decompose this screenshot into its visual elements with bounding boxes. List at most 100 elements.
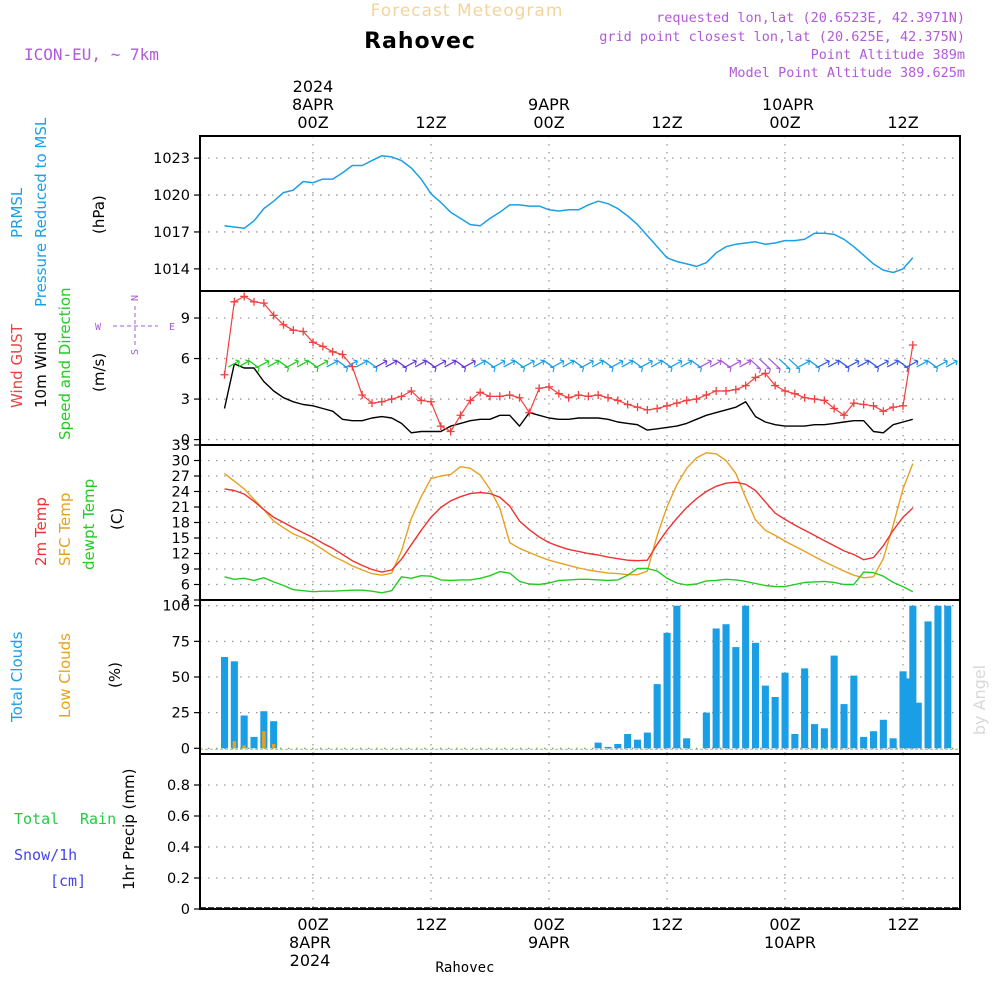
wind-direction-arrowhead bbox=[264, 359, 270, 366]
wind-direction-arrow bbox=[867, 359, 879, 369]
wind-direction-arrow bbox=[346, 360, 358, 368]
y-tick-label: 75 bbox=[172, 634, 190, 650]
total-cloud-bar bbox=[732, 647, 740, 749]
wind-gust-point bbox=[633, 403, 642, 412]
wind-direction-arrow bbox=[582, 360, 594, 368]
precip-total-label: Total bbox=[14, 810, 59, 828]
wind-direction-arrow bbox=[729, 360, 742, 368]
top-tick-label: 00Z bbox=[297, 113, 328, 132]
total-cloud-bar bbox=[850, 675, 858, 749]
total-cloud-bar bbox=[722, 624, 730, 749]
y-tick-label: 3 bbox=[181, 392, 190, 408]
wind-gust-point bbox=[486, 392, 494, 401]
total-cloud-bar bbox=[250, 736, 258, 749]
panel-y-ticks: 1014101710201023036936912151821242730330… bbox=[153, 151, 200, 918]
total-cloud-bar bbox=[594, 742, 602, 749]
wind-gust-point bbox=[377, 397, 386, 406]
wind-gust-point bbox=[623, 400, 632, 409]
total-cloud-bar bbox=[811, 724, 819, 749]
total-cloud-bar bbox=[604, 746, 612, 749]
wind-direction-arrow bbox=[424, 359, 437, 369]
wind-direction-arrowhead bbox=[323, 359, 329, 366]
grid-point-coords: grid point closest lon,lat (20.625E, 42.… bbox=[599, 29, 965, 45]
wind-direction-arrow bbox=[818, 360, 830, 368]
y-tick-label: 15 bbox=[172, 531, 190, 547]
wind-direction-arrowhead bbox=[707, 359, 712, 366]
wind-gust-point bbox=[604, 393, 612, 402]
wind-direction-arrow bbox=[562, 360, 574, 368]
wind-direction-arrow bbox=[306, 359, 319, 369]
bottom-tick-label: 12Z bbox=[887, 915, 918, 934]
total-cloud-bar bbox=[860, 736, 868, 749]
panel-grids bbox=[200, 136, 960, 910]
total-cloud-bar bbox=[712, 628, 720, 749]
total-cloud-bar bbox=[240, 715, 248, 749]
panel-frame bbox=[199, 135, 961, 292]
total-cloud-bar bbox=[771, 697, 779, 749]
total-cloud-bar bbox=[781, 672, 789, 749]
wind-direction-arrow bbox=[749, 358, 761, 370]
wind-direction-arrowhead bbox=[412, 359, 417, 366]
wind-gust-point bbox=[771, 381, 780, 390]
wind-gust-point bbox=[269, 311, 278, 320]
wind-direction-arrow bbox=[523, 360, 535, 368]
wind-gust-point bbox=[476, 388, 485, 397]
wind-gust-point bbox=[859, 400, 868, 409]
wind-direction-arrowhead bbox=[953, 359, 958, 366]
wind-direction-arrowhead bbox=[441, 359, 447, 366]
wind-direction-arrowhead bbox=[372, 366, 378, 373]
panel-frame bbox=[199, 444, 961, 601]
pressure-label-prmsl: PRMSL bbox=[8, 187, 26, 238]
low-cloud-bar bbox=[232, 741, 237, 749]
wind-gust-point bbox=[741, 381, 750, 390]
top-tick-label: 12Z bbox=[887, 113, 918, 132]
y-tick-label: 0 bbox=[181, 902, 190, 918]
temp-sfc-label: SFC Temp bbox=[56, 493, 74, 566]
wind-direction-arrow bbox=[454, 359, 466, 369]
clouds-total-label: Total Clouds bbox=[8, 631, 26, 723]
bottom-day-2: 9APR bbox=[528, 933, 570, 952]
top-tick-label: 12Z bbox=[415, 113, 446, 132]
wind-direction-arrowhead bbox=[618, 359, 624, 366]
wind-direction-arrow bbox=[483, 359, 496, 369]
wind-direction-arrowhead bbox=[874, 366, 880, 373]
temp-dew-label: dewpt Temp bbox=[80, 479, 98, 570]
wind-direction-arrowhead bbox=[520, 366, 526, 373]
wind-direction-arrowhead bbox=[756, 367, 762, 374]
precip-cm-label: [cm] bbox=[50, 872, 86, 890]
wind-direction-arrow bbox=[434, 360, 447, 368]
wind-direction-arrowhead bbox=[343, 366, 349, 373]
wind-gust-point bbox=[309, 338, 317, 347]
panel-plots bbox=[200, 156, 960, 909]
wind-direction-arrowhead bbox=[697, 366, 703, 373]
y-tick-label: 1020 bbox=[153, 188, 190, 204]
wind-direction-arrow bbox=[277, 359, 289, 369]
total-cloud-bar bbox=[914, 702, 922, 749]
watermark: by Angel bbox=[970, 665, 989, 735]
bottom-tick-label: 12Z bbox=[651, 915, 682, 934]
wind-gust-point bbox=[722, 386, 730, 395]
wind-direction-arrowhead bbox=[402, 366, 408, 373]
wind-direction-arrowhead bbox=[294, 359, 299, 366]
wind-direction-arrowhead bbox=[313, 366, 319, 373]
requested-coords: requested lon,lat (20.6523E, 42.3971N) bbox=[656, 10, 965, 26]
wind-direction-arrow bbox=[267, 360, 279, 368]
wind-direction-arrowhead bbox=[638, 366, 644, 373]
wind-direction-arrow bbox=[719, 359, 732, 369]
panel-frame bbox=[199, 753, 961, 910]
y-tick-label: 0 bbox=[181, 741, 190, 757]
wind-gust-point bbox=[545, 382, 553, 391]
wind-gust-point bbox=[446, 427, 455, 436]
wind-gust-point bbox=[800, 393, 809, 402]
wind-direction-arrow bbox=[709, 360, 722, 368]
precip-rain-label: Rain bbox=[80, 810, 116, 828]
wind-gust-point bbox=[289, 326, 298, 335]
wind-direction-arrow bbox=[375, 360, 388, 368]
wind-gust-point bbox=[525, 408, 534, 417]
top-day-2: 9APR bbox=[528, 95, 570, 114]
bottom-tick-label: 00Z bbox=[769, 915, 800, 934]
y-tick-label: 27 bbox=[172, 469, 190, 485]
wind-direction-arrowhead bbox=[353, 359, 358, 366]
wind-direction-arrow bbox=[788, 358, 801, 370]
